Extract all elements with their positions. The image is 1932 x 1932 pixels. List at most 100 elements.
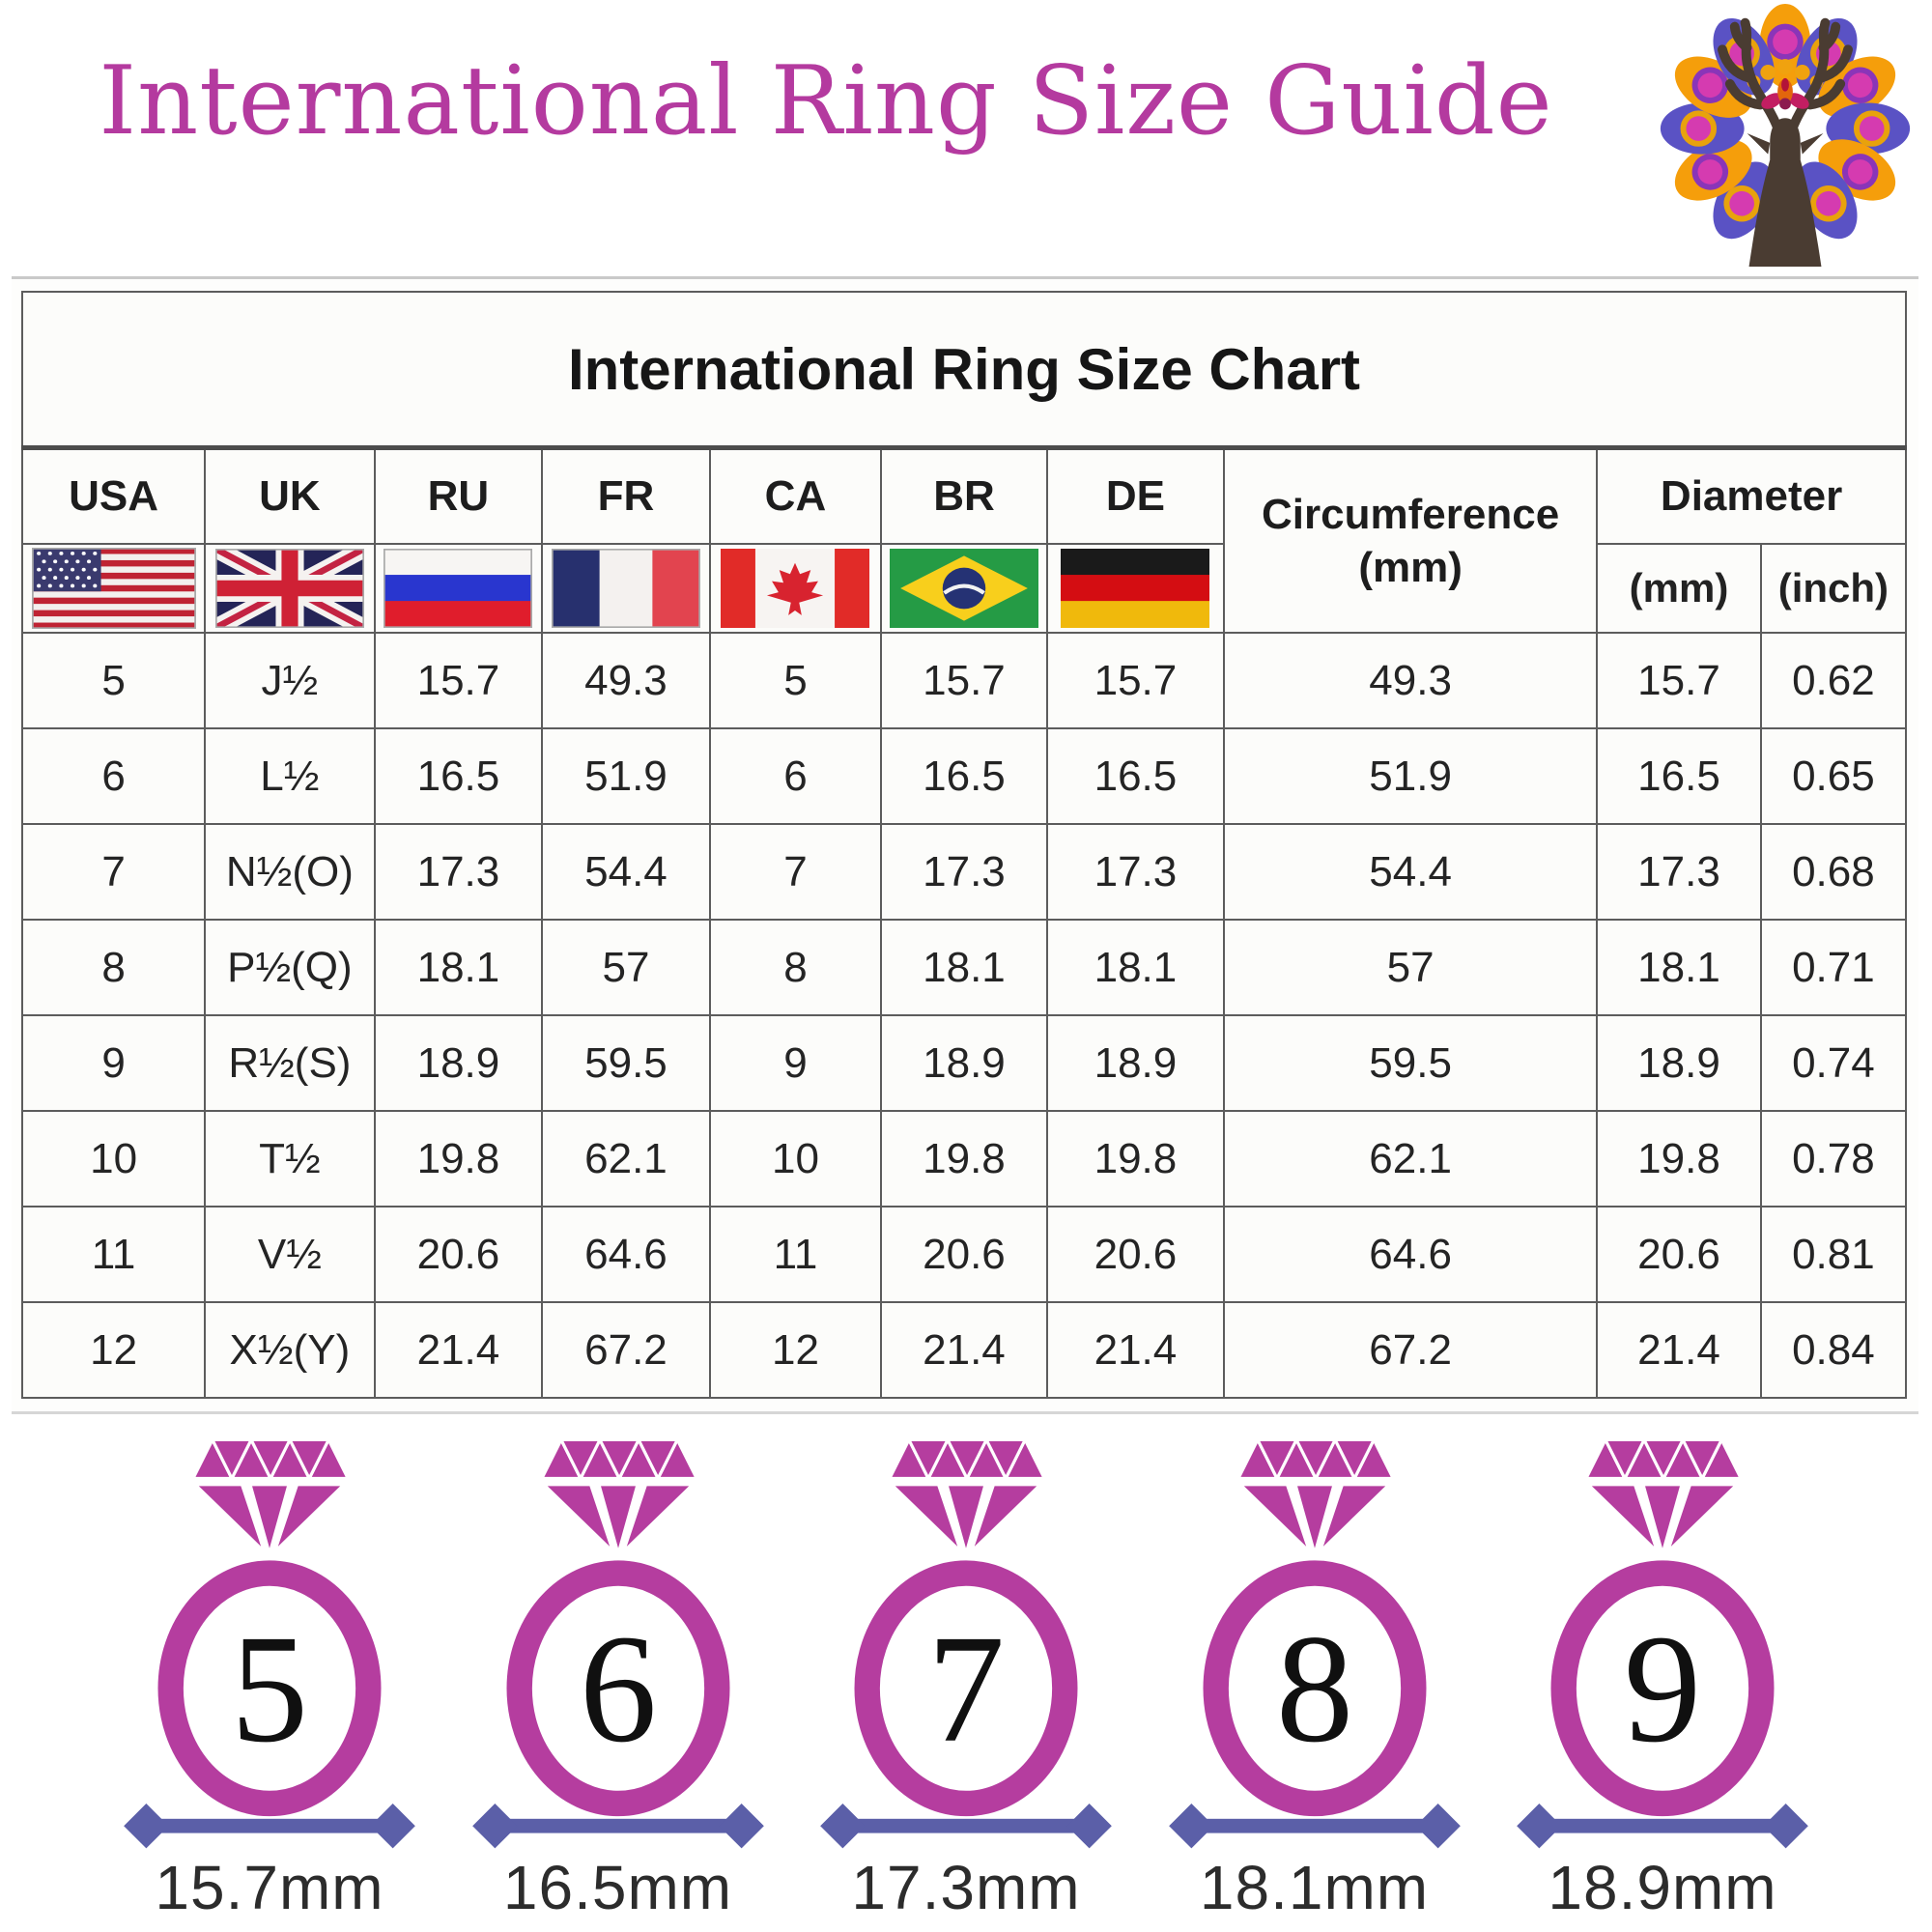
- table-cell: 0.84: [1759, 1301, 1908, 1399]
- table-cell: 18.1: [1045, 919, 1226, 1016]
- table-cell: 51.9: [1223, 727, 1599, 825]
- table-cell: 0.74: [1759, 1014, 1908, 1112]
- flag-canada-icon: [721, 549, 870, 628]
- ring-diameter-label: 15.7mm: [155, 1853, 384, 1922]
- table-cell: 0.78: [1759, 1110, 1908, 1208]
- ring-icon: 9: [1515, 1432, 1810, 1860]
- table-cell: 8: [20, 919, 207, 1016]
- table-cell: 0.65: [1759, 727, 1908, 825]
- table-cell: 15.7: [373, 632, 544, 729]
- table-cell: 21.4: [1045, 1301, 1226, 1399]
- table-flag-row: (mm) (inch): [20, 543, 1908, 634]
- table-cell: 64.6: [541, 1206, 711, 1303]
- table-cell: 15.7: [880, 632, 1048, 729]
- ring-diameter-label: 16.5mm: [502, 1853, 733, 1922]
- ring-size-number: 9: [1624, 1603, 1701, 1775]
- table-cell: 54.4: [541, 823, 711, 921]
- col-header-usa: USA: [20, 446, 207, 545]
- col-header-circumference: Circumference (mm): [1223, 446, 1599, 634]
- ring-icon: 6: [470, 1432, 766, 1860]
- table-cell: 51.9: [541, 727, 711, 825]
- table-cell: 7: [20, 823, 207, 921]
- ring-illustration-size-6: 6 16.5mm: [470, 1432, 766, 1923]
- table-cell: 16.5: [373, 727, 544, 825]
- table-row: 9 R½(S) 18.9 59.5 9 18.9 18.9 59.5 18.9 …: [20, 1014, 1908, 1112]
- table-row: 5 J½ 15.7 49.3 5 15.7 15.7 49.3 15.7 0.6…: [20, 632, 1908, 729]
- ring-illustration-size-7: 7 17.3mm: [818, 1432, 1114, 1923]
- table-cell: 17.3: [1596, 823, 1762, 921]
- table-cell: 21.4: [373, 1301, 544, 1399]
- ring-size-table: International Ring Size Chart USA UK RU …: [20, 291, 1908, 1399]
- table-cell: 62.1: [541, 1110, 711, 1208]
- table-cell: 15.7: [1596, 632, 1762, 729]
- table-cell: V½: [204, 1206, 376, 1303]
- table-cell: 67.2: [541, 1301, 711, 1399]
- flag-uk-icon: [214, 549, 364, 628]
- ring-illustrations: 5 15.7mm 6 16.5mm 7 17.3mm 8 18.1mm: [122, 1432, 1810, 1923]
- table-cell: 57: [1223, 919, 1599, 1016]
- col-header-diameter-inch: (inch): [1759, 543, 1908, 634]
- table-cell: 49.3: [1223, 632, 1599, 729]
- table-cell: 18.9: [373, 1014, 544, 1112]
- table-cell: 0.62: [1759, 632, 1908, 729]
- table-cell: 0.81: [1759, 1206, 1908, 1303]
- table-cell: 54.4: [1223, 823, 1599, 921]
- table-header-row: USA UK RU FR CA BR DE Circumference (mm)…: [20, 446, 1907, 634]
- table-cell: 21.4: [1596, 1301, 1762, 1399]
- table-cell: 18.1: [373, 919, 544, 1016]
- table-cell: 19.8: [1045, 1110, 1226, 1208]
- flag-cell-ca: [708, 543, 883, 634]
- table-cell: 7: [708, 823, 883, 921]
- table-cell: 20.6: [880, 1206, 1048, 1303]
- table-cell: 21.4: [880, 1301, 1048, 1399]
- table-cell: 11: [20, 1206, 207, 1303]
- table-cell: 49.3: [541, 632, 711, 729]
- col-header-ru: RU: [373, 446, 544, 545]
- table-cell: 11: [708, 1206, 883, 1303]
- flag-cell-fr: [541, 543, 711, 634]
- col-header-ca: CA: [708, 446, 883, 545]
- ring-size-number: 5: [231, 1603, 308, 1775]
- ring-icon: 8: [1167, 1432, 1463, 1860]
- table-cell: N½(O): [204, 823, 376, 921]
- table-cell: X½(Y): [204, 1301, 376, 1399]
- flag-cell-de: [1045, 543, 1226, 634]
- table-cell: 17.3: [1045, 823, 1226, 921]
- table-row: 12 X½(Y) 21.4 67.2 12 21.4 21.4 67.2 21.…: [20, 1301, 1908, 1399]
- table-cell: 10: [708, 1110, 883, 1208]
- table-cell: 17.3: [373, 823, 544, 921]
- table-cell: 0.68: [1759, 823, 1908, 921]
- table-cell: 62.1: [1223, 1110, 1599, 1208]
- table-cell: 0.71: [1759, 919, 1908, 1016]
- table-cell: 8: [708, 919, 883, 1016]
- table-row: 11 V½ 20.6 64.6 11 20.6 20.6 64.6 20.6 0…: [20, 1206, 1908, 1303]
- table-row: 7 N½(O) 17.3 54.4 7 17.3 17.3 54.4 17.3 …: [20, 823, 1908, 921]
- table-cell: 19.8: [373, 1110, 544, 1208]
- table-cell: 16.5: [1596, 727, 1762, 825]
- table-cell: 10: [20, 1110, 207, 1208]
- table-cell: P½(Q): [204, 919, 376, 1016]
- table-cell: 5: [20, 632, 207, 729]
- table-cell: 16.5: [880, 727, 1048, 825]
- flag-usa-icon: [31, 548, 196, 629]
- col-header-diameter-mm: (mm): [1596, 543, 1762, 634]
- table-cell: R½(S): [204, 1014, 376, 1112]
- table-cell: 64.6: [1223, 1206, 1599, 1303]
- flag-cell-uk: [204, 543, 376, 634]
- table-cell: 18.9: [1596, 1014, 1762, 1112]
- table-cell: 5: [708, 632, 883, 729]
- table-cell: L½: [204, 727, 376, 825]
- table-cell: 12: [708, 1301, 883, 1399]
- table-cell: 20.6: [1045, 1206, 1226, 1303]
- circumference-unit: (mm): [1358, 544, 1463, 591]
- page-title: International Ring Size Guide: [99, 46, 1553, 156]
- ring-size-number: 7: [927, 1603, 1005, 1775]
- flag-france-icon: [551, 549, 700, 628]
- deer-icon: [1718, 17, 1853, 267]
- table-cell: 16.5: [1045, 727, 1226, 825]
- brand-logo: [1642, 0, 1928, 267]
- circumference-label: Circumference: [1262, 491, 1560, 538]
- table-title-row: International Ring Size Chart: [21, 291, 1907, 450]
- table-cell: 9: [708, 1014, 883, 1112]
